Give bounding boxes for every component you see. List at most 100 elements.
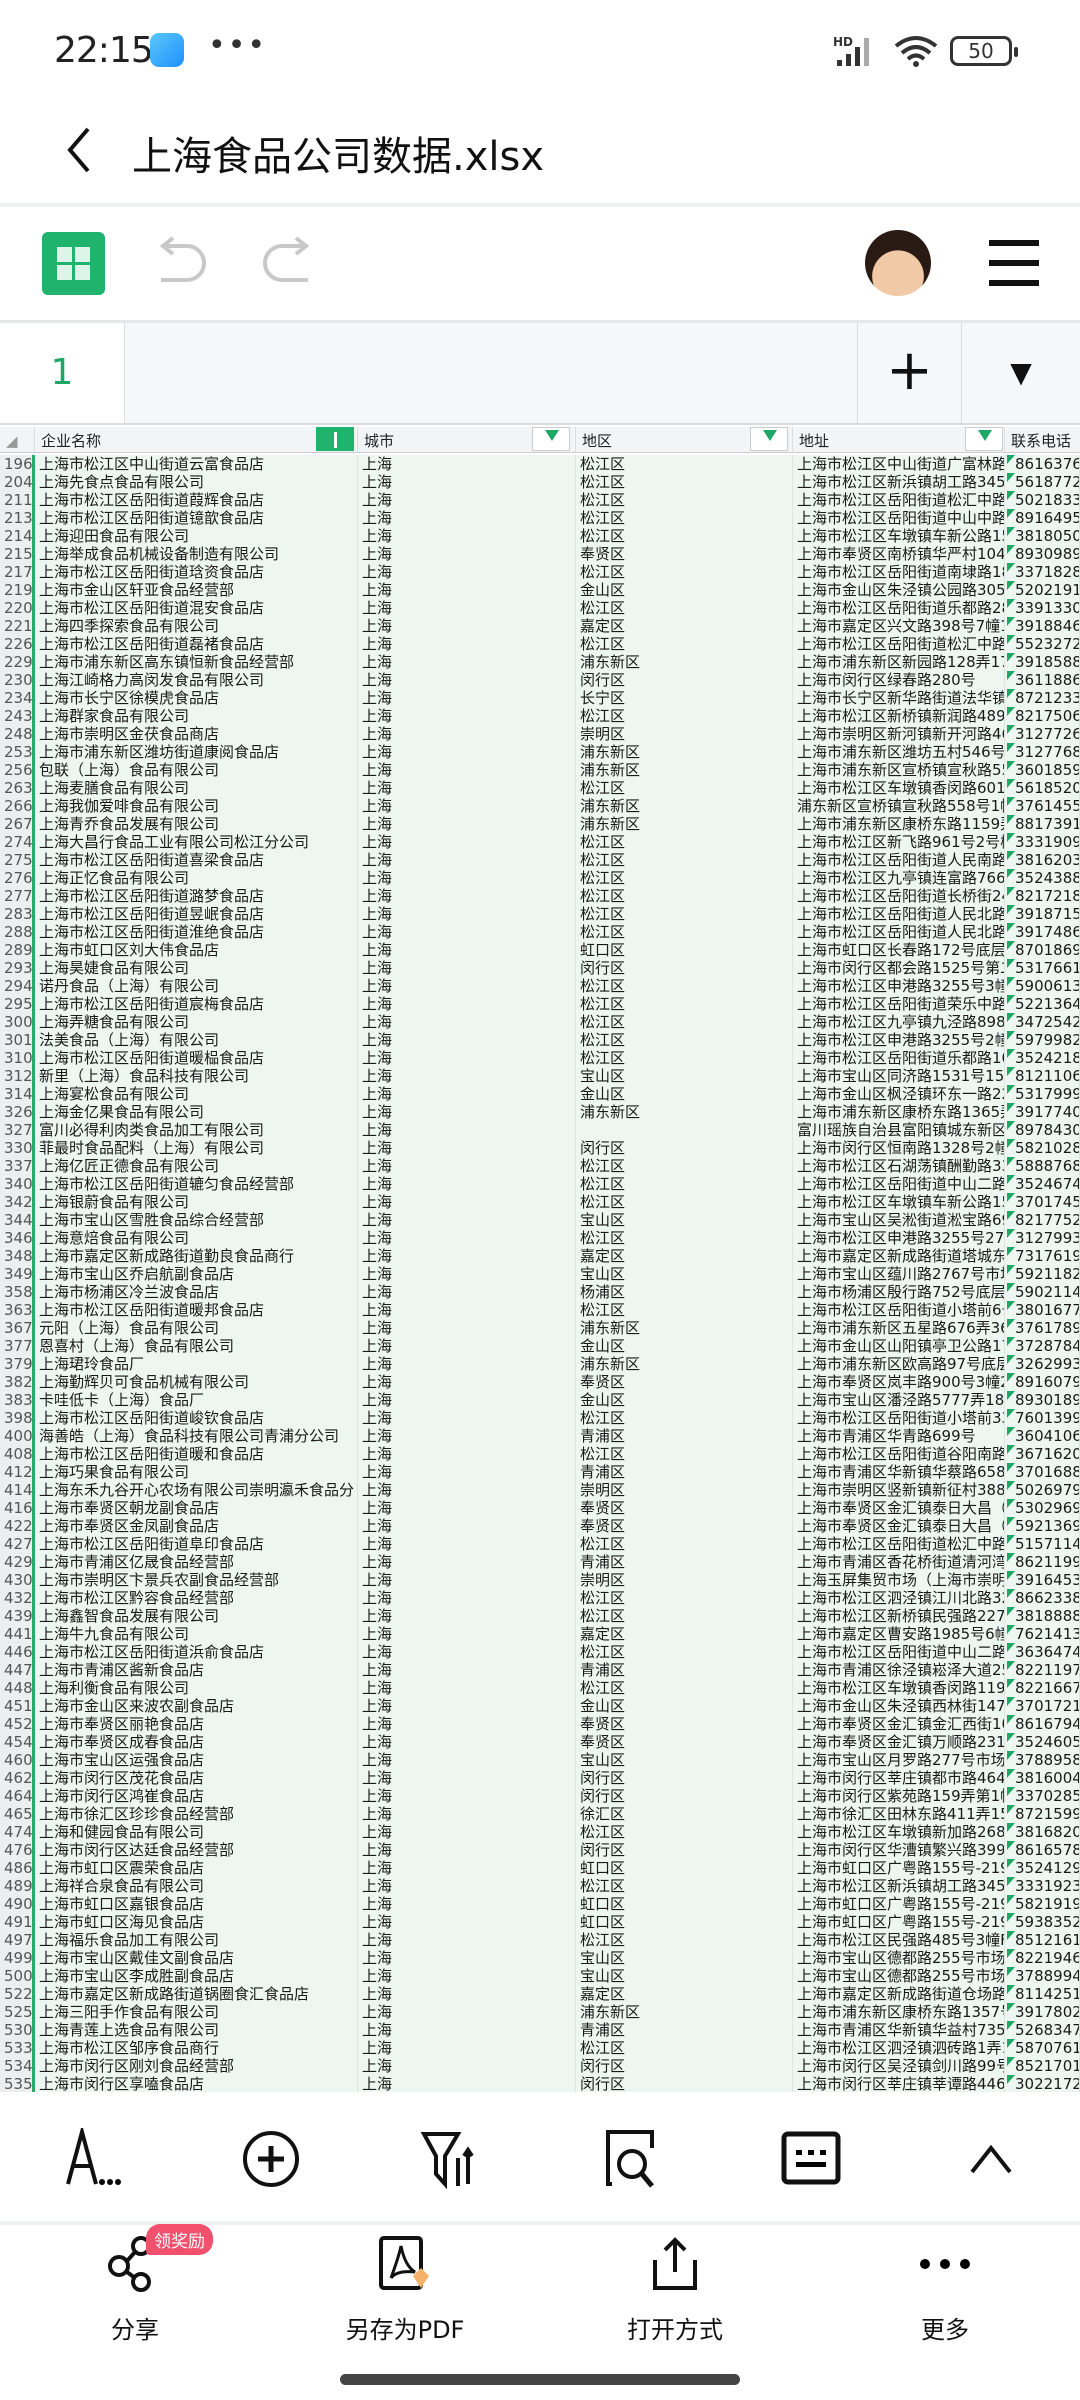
company-name-cell[interactable]: 上海市松江区岳阳街道暖和食品店 [35,1445,358,1463]
header-city[interactable]: 城市 [358,427,576,453]
table-row[interactable]: 276 上海正忆食品有限公司 上海 松江区 上海市松江区九亭镇连富路766号 352438… [0,869,1080,887]
district-cell[interactable]: 浦东新区 [576,797,793,815]
district-cell[interactable]: 松江区 [576,833,793,851]
address-cell[interactable]: 上海市松江区九亭镇九泾路898号 [793,1013,1005,1031]
address-cell[interactable]: 上海市奉贤区岚丰路900号3幢2 [793,1373,1005,1391]
city-cell[interactable]: 上海 [358,761,576,779]
address-cell[interactable]: 上海市闵行区莘庄镇莘谭路446号 [793,2075,1005,2092]
row-number[interactable]: 441 [0,1625,35,1643]
district-cell[interactable]: 松江区 [576,1229,793,1247]
row-number[interactable]: 446 [0,1643,35,1661]
row-number[interactable]: 215 [0,545,35,563]
district-cell[interactable]: 松江区 [576,869,793,887]
district-cell[interactable]: 崇明区 [576,1481,793,1499]
district-cell[interactable]: 虹口区 [576,941,793,959]
district-cell[interactable]: 松江区 [576,1931,793,1949]
district-cell[interactable] [576,1121,793,1139]
phone-cell[interactable]: 3788958 [1005,1751,1080,1769]
table-row[interactable]: 226 上海市松江区岳阳街道磊褚食品店 上海 松江区 上海市松江区岳阳街道松汇中路 552… [0,635,1080,653]
table-row[interactable]: 349 上海市宝山区乔启航副食品店 上海 宝山区 上海市宝山区蕴川路2767号市场 592… [0,1265,1080,1283]
more-button[interactable]: 更多 [845,2236,1045,2345]
address-cell[interactable]: 上海市徐汇区田林东路411弄15号 [793,1805,1005,1823]
phone-cell[interactable]: 8217506 [1005,707,1080,725]
row-number[interactable]: 340 [0,1175,35,1193]
row-number[interactable]: 533 [0,2039,35,2057]
spreadsheet-grid[interactable]: ◢ 企业名称 城市 地区 地址 联系电话 196 上海市松江区中山街道云富食品店上… [0,427,1080,2092]
city-cell[interactable]: 上海 [358,1283,576,1301]
table-row[interactable]: 430 上海市崇明区卞景兵农副食品经营部 上海 崇明区 上海玉屏集贸市场（上海市崇明 39… [0,1571,1080,1589]
table-row[interactable]: 439 上海鑫智食品发展有限公司 上海 松江区 上海市松江区新桥镇民强路227号 3818… [0,1607,1080,1625]
table-row[interactable]: 465 上海市徐汇区珍珍食品经营部 上海 徐汇区 上海市徐汇区田林东路411弄15号 87… [0,1805,1080,1823]
city-cell[interactable]: 上海 [358,455,576,473]
address-cell[interactable]: 上海市青浦区香花桥街道清河湾 [793,1553,1005,1571]
city-cell[interactable]: 上海 [358,1175,576,1193]
row-number[interactable]: 337 [0,1157,35,1175]
phone-cell[interactable]: 5523272 [1005,635,1080,653]
company-name-cell[interactable]: 上海我伽爱啡食品有限公司 [35,797,358,815]
company-name-cell[interactable]: 恩喜村（上海）食品有限公司 [35,1337,358,1355]
phone-cell[interactable]: 8114251 [1005,1985,1080,2003]
company-name-cell[interactable]: 上海市虹口区刘大伟食品店 [35,941,358,959]
table-row[interactable]: 326 上海金亿果食品有限公司 上海 浦东新区 上海市浦东新区康桥东路1365弄 3917… [0,1103,1080,1121]
table-row[interactable]: 398 上海市松江区岳阳街道峻钦食品店 上海 松江区 上海市松江区岳阳街道小塔前33 76… [0,1409,1080,1427]
table-row[interactable]: 221 上海四季探索食品有限公司 上海 嘉定区 上海市嘉定区兴文路398号7幢1层 391… [0,617,1080,635]
address-cell[interactable]: 上海市松江区岳阳街道松汇中路 [793,1535,1005,1553]
row-number[interactable]: 460 [0,1751,35,1769]
company-name-cell[interactable]: 上海市虹口区海见食品店 [35,1913,358,1931]
district-cell[interactable]: 虹口区 [576,1895,793,1913]
address-cell[interactable]: 上海市闵行区莘庄镇都市路4640 [793,1769,1005,1787]
company-name-cell[interactable]: 上海勤辉贝可食品机械有限公司 [35,1373,358,1391]
district-cell[interactable]: 青浦区 [576,1427,793,1445]
phone-cell[interactable]: 3801677 [1005,1301,1080,1319]
district-cell[interactable]: 闵行区 [576,1139,793,1157]
phone-cell[interactable]: 8221946 [1005,1949,1080,1967]
district-cell[interactable]: 闵行区 [576,1769,793,1787]
district-cell[interactable]: 闵行区 [576,2057,793,2075]
phone-cell[interactable]: 3918588 [1005,653,1080,671]
phone-cell[interactable]: 5821028 [1005,1139,1080,1157]
company-name-cell[interactable]: 上海市松江区岳阳街道峻钦食品店 [35,1409,358,1427]
phone-cell[interactable]: 7601399 [1005,1409,1080,1427]
phone-cell[interactable]: 3127726 [1005,725,1080,743]
row-number[interactable]: 451 [0,1697,35,1715]
city-cell[interactable]: 上海 [358,1265,576,1283]
address-cell[interactable]: 上海市嘉定区曹安路1985号6幢2 [793,1625,1005,1643]
city-cell[interactable]: 上海 [358,617,576,635]
undo-button[interactable] [155,236,211,288]
phone-cell[interactable]: 3604106 [1005,1427,1080,1445]
city-cell[interactable]: 上海 [358,2021,576,2039]
company-name-cell[interactable]: 上海市嘉定区新成路街道勤良食品商行 [35,1247,358,1265]
city-cell[interactable]: 上海 [358,851,576,869]
address-cell[interactable]: 上海市松江区申港路3255号27幢 [793,1229,1005,1247]
phone-cell[interactable]: 3022172 [1005,2075,1080,2092]
table-row[interactable]: 535 上海市闵行区享嗑食品店 上海 闵行区 上海市闵行区莘庄镇莘谭路446号 30221… [0,2075,1080,2092]
district-cell[interactable]: 松江区 [576,1643,793,1661]
address-cell[interactable]: 上海市松江区岳阳街道长桥街24 [793,887,1005,905]
company-name-cell[interactable]: 上海市青浦区亿晟食品经营部 [35,1553,358,1571]
company-name-cell[interactable]: 上海弄糖食品有限公司 [35,1013,358,1031]
district-cell[interactable]: 松江区 [576,1301,793,1319]
city-cell[interactable]: 上海 [358,1121,576,1139]
city-cell[interactable]: 上海 [358,1607,576,1625]
table-row[interactable]: 446 上海市松江区岳阳街道浜俞食品店 上海 松江区 上海市松江区岳阳街道中山二路 363… [0,1643,1080,1661]
company-name-cell[interactable]: 新里（上海）食品科技有限公司 [35,1067,358,1085]
row-number[interactable]: 358 [0,1283,35,1301]
phone-cell[interactable]: 5221364 [1005,995,1080,1013]
city-cell[interactable]: 上海 [358,1949,576,1967]
table-row[interactable]: 330 菲最时食品配料（上海）有限公司 上海 闵行区 上海市闵行区恒南路1328号2幢5… [0,1139,1080,1157]
row-number[interactable]: 226 [0,635,35,653]
row-number[interactable]: 427 [0,1535,35,1553]
city-cell[interactable]: 上海 [358,887,576,905]
company-name-cell[interactable]: 上海市松江区岳阳街道混安食品店 [35,599,358,617]
phone-cell[interactable]: 3818050 [1005,527,1080,545]
district-cell[interactable]: 浦东新区 [576,653,793,671]
row-number[interactable]: 301 [0,1031,35,1049]
phone-cell[interactable]: 3262993 [1005,1355,1080,1373]
address-cell[interactable]: 上海市松江区申港路3255号3幢 [793,977,1005,995]
city-cell[interactable]: 上海 [358,653,576,671]
phone-cell[interactable]: 5900613 [1005,977,1080,995]
table-row[interactable]: 382 上海勤辉贝可食品机械有限公司 上海 奉贤区 上海市奉贤区岚丰路900号3幢2 89… [0,1373,1080,1391]
district-cell[interactable]: 金山区 [576,1697,793,1715]
row-number[interactable]: 349 [0,1265,35,1283]
district-cell[interactable]: 松江区 [576,1589,793,1607]
